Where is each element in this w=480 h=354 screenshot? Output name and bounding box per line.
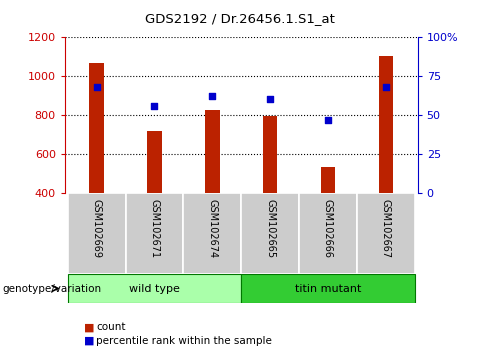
Bar bbox=[241, 274, 415, 303]
Bar bbox=[205, 110, 219, 193]
Bar bbox=[263, 116, 277, 193]
Bar bbox=[241, 193, 299, 274]
Bar bbox=[68, 193, 126, 274]
Bar bbox=[357, 193, 415, 274]
Point bbox=[93, 84, 100, 90]
Point bbox=[151, 103, 158, 109]
Text: GSM102674: GSM102674 bbox=[207, 199, 217, 258]
Text: wild type: wild type bbox=[129, 284, 180, 293]
Point bbox=[208, 93, 216, 99]
Text: count: count bbox=[96, 322, 125, 332]
Text: GSM102666: GSM102666 bbox=[323, 199, 333, 258]
Bar bbox=[183, 193, 241, 274]
Text: GSM102667: GSM102667 bbox=[381, 199, 391, 258]
Point bbox=[382, 84, 390, 90]
Text: ■: ■ bbox=[84, 336, 95, 346]
Text: ■: ■ bbox=[84, 322, 95, 332]
Bar bbox=[126, 193, 183, 274]
Text: genotype/variation: genotype/variation bbox=[2, 284, 102, 293]
Text: GSM102671: GSM102671 bbox=[149, 199, 159, 258]
Point bbox=[324, 117, 332, 122]
Bar bbox=[68, 274, 241, 303]
Bar bbox=[321, 167, 335, 193]
Bar bbox=[89, 63, 104, 193]
Text: GSM102665: GSM102665 bbox=[265, 199, 275, 258]
Text: titin mutant: titin mutant bbox=[295, 284, 361, 293]
Point bbox=[266, 97, 274, 102]
Bar bbox=[147, 131, 162, 193]
Text: percentile rank within the sample: percentile rank within the sample bbox=[96, 336, 272, 346]
Bar bbox=[379, 56, 393, 193]
Text: GSM102669: GSM102669 bbox=[92, 199, 102, 258]
Text: GDS2192 / Dr.26456.1.S1_at: GDS2192 / Dr.26456.1.S1_at bbox=[145, 12, 335, 25]
Bar bbox=[299, 193, 357, 274]
